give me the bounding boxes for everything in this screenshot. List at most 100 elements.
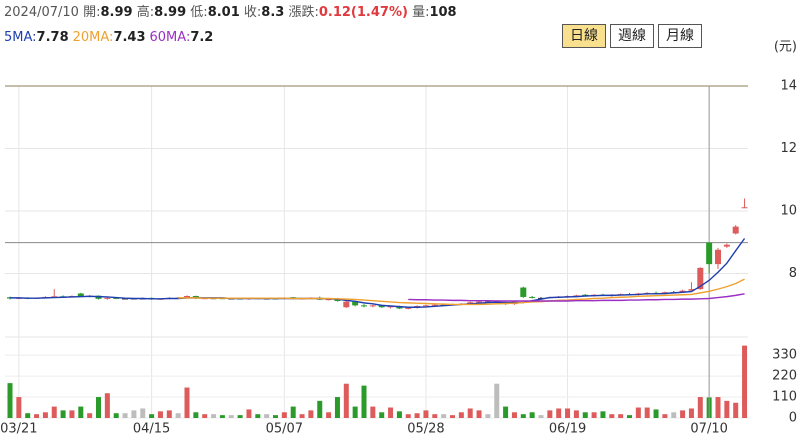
quote-value: 8.3 — [261, 5, 285, 20]
ma-value: 7.43 — [113, 30, 146, 45]
candle-body — [405, 307, 412, 309]
candle-body — [476, 301, 483, 303]
volume-bar — [16, 397, 22, 418]
volume-bar — [671, 412, 677, 418]
candle-body — [697, 267, 704, 290]
volume-bar — [396, 411, 402, 418]
volume-bar — [290, 406, 296, 418]
volume-bar — [441, 414, 447, 418]
volume-bar — [529, 412, 535, 418]
volume-bar — [122, 413, 128, 418]
volume-bar — [609, 414, 615, 418]
volume-bar — [343, 383, 349, 418]
volume-bar — [724, 400, 730, 418]
ma-legend: 5MA:7.78 20MA:7.43 60MA:7.2 — [4, 29, 217, 47]
candle-body — [387, 306, 394, 308]
volume-bar — [405, 414, 411, 418]
volume-bar — [352, 406, 358, 418]
candle-body — [732, 226, 739, 234]
volume-bar — [520, 414, 526, 418]
candle-body — [396, 306, 403, 309]
candle-body — [51, 296, 58, 298]
ma-line — [10, 238, 746, 308]
candle-body — [334, 299, 341, 301]
x-tick-label: 07/10 — [690, 422, 727, 437]
quote-value: 8.01 — [207, 5, 240, 20]
quote-value: 108 — [429, 5, 457, 20]
volume-bar — [157, 411, 163, 418]
candle-body — [741, 207, 748, 209]
candle-body — [520, 287, 527, 297]
volume-bar — [476, 410, 482, 418]
quote-value: 8.99 — [100, 5, 133, 20]
volume-bar — [273, 415, 278, 418]
volume-bar — [166, 410, 172, 418]
quote-label: 量: — [412, 5, 430, 20]
volume-bar — [149, 414, 155, 418]
period-buttons: 日線 週線 月線 — [562, 24, 702, 48]
candle-body — [113, 297, 120, 299]
volume-bar — [697, 397, 703, 418]
candle-body — [529, 296, 536, 298]
volume-bar — [662, 414, 668, 418]
volume-bar — [627, 415, 632, 418]
volume-bar — [503, 406, 509, 418]
quote-label: 開: — [83, 5, 101, 20]
candle-body — [706, 242, 713, 265]
volume-bar — [69, 410, 75, 418]
volume-bar — [113, 413, 119, 418]
volume-bar — [228, 415, 234, 418]
volume-bar — [414, 413, 420, 418]
quote-label: 漲跌: — [288, 5, 319, 20]
volume-bar — [211, 414, 217, 418]
candle-body — [723, 244, 730, 247]
volume-bar — [591, 412, 597, 418]
y-tick-label: 12 — [780, 141, 797, 156]
volume-bar — [467, 408, 473, 418]
quote-value: 0.12(1.47%) — [318, 5, 408, 20]
volume-tick-label: 330 — [772, 348, 797, 363]
volume-bar — [582, 412, 588, 418]
volume-bar — [308, 410, 314, 418]
volume-bar — [184, 387, 190, 418]
volume-bar — [458, 412, 464, 418]
candle-body — [715, 249, 721, 265]
volume-bar — [556, 408, 562, 418]
candle-body — [184, 296, 190, 298]
y-unit: (元) — [774, 40, 797, 55]
volume-bar — [34, 414, 40, 418]
volume-bar — [547, 410, 553, 418]
volume-bar — [565, 408, 571, 418]
volume-bar — [432, 414, 438, 418]
volume-bar — [281, 412, 287, 418]
ma-label: 20MA: — [72, 30, 114, 45]
volume-bar — [618, 414, 624, 418]
volume-bar — [688, 408, 694, 418]
volume-bar — [193, 412, 199, 418]
candle-body — [378, 305, 385, 308]
candle-body — [352, 301, 359, 306]
volume-bar — [299, 414, 305, 418]
volume-bar — [264, 414, 270, 418]
ma-line — [408, 293, 745, 302]
volume-bar — [600, 411, 606, 418]
volume-bar — [131, 410, 137, 418]
y-tick-label: 14 — [780, 79, 797, 94]
volume-bar — [635, 407, 641, 418]
period-button[interactable]: 日線 — [562, 24, 606, 48]
quote-value: 8.99 — [154, 5, 187, 20]
candle-body — [573, 295, 580, 297]
period-button[interactable]: 週線 — [610, 24, 654, 48]
period-button[interactable]: 月線 — [658, 24, 702, 48]
volume-bar — [96, 397, 101, 418]
candle-body — [77, 293, 84, 296]
volume-bar — [202, 414, 208, 418]
volume-bar — [219, 415, 225, 418]
x-tick-label: 05/07 — [266, 422, 303, 437]
volume-bar — [644, 407, 650, 418]
volume-bar — [379, 412, 385, 418]
volume-bar — [7, 383, 13, 418]
candle-body — [688, 289, 695, 291]
